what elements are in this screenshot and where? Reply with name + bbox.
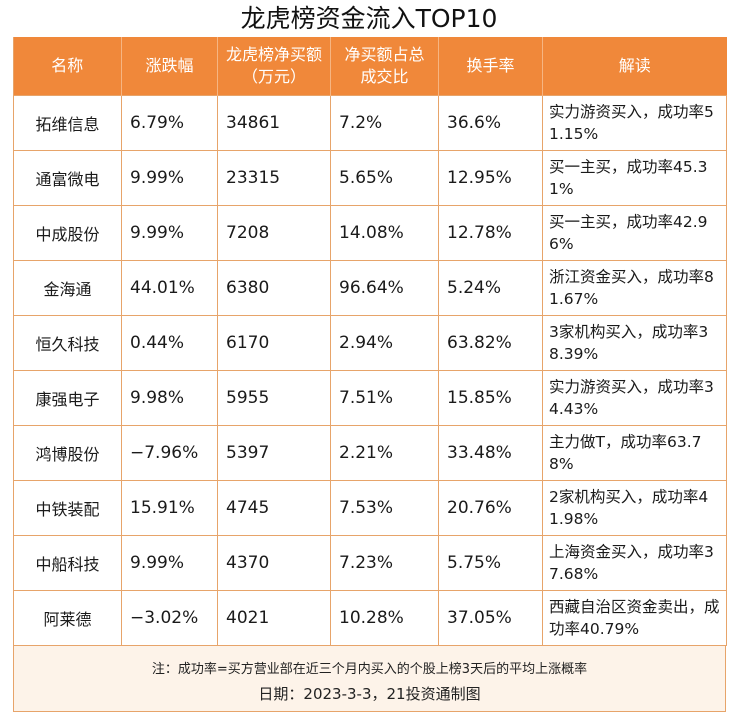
cell-change: −3.02%	[121, 590, 218, 646]
cell-name: 恒久科技	[13, 315, 122, 371]
cell-name: 中成股份	[13, 205, 122, 261]
cell-ratio: 2.94%	[330, 315, 439, 371]
cell-net-buy: 6170	[217, 315, 331, 371]
cell-note: 实力游资买入，成功率51.15%	[542, 95, 727, 151]
cell-change: 9.98%	[121, 370, 218, 426]
table-row: 金海通 44.01% 6380 96.64% 5.24% 浙江资金买入，成功率81.67%	[13, 260, 727, 316]
cell-turnover: 36.6%	[438, 95, 543, 151]
header-turnover: 换手率	[438, 37, 543, 96]
cell-note: 上海资金买入，成功率37.68%	[542, 535, 727, 591]
dragon-tiger-table: 名称 涨跌幅 龙虎榜净买额（万元） 净买额占总成交比 换手率 解读 拓维信息 6.…	[13, 37, 727, 646]
cell-ratio: 5.65%	[330, 150, 439, 206]
header-note: 解读	[542, 37, 727, 96]
cell-note: 2家机构买入，成功率41.98%	[542, 480, 727, 536]
cell-net-buy: 5397	[217, 425, 331, 481]
cell-turnover: 5.75%	[438, 535, 543, 591]
cell-turnover: 5.24%	[438, 260, 543, 316]
table-row: 中成股份 9.99% 7208 14.08% 12.78% 买一主买，成功率42.96%	[13, 205, 727, 261]
cell-ratio: 2.21%	[330, 425, 439, 481]
cell-change: 9.99%	[121, 535, 218, 591]
cell-note: 西藏自治区资金卖出，成功率40.79%	[542, 590, 727, 646]
cell-turnover: 37.05%	[438, 590, 543, 646]
cell-change: 6.79%	[121, 95, 218, 151]
cell-ratio: 7.2%	[330, 95, 439, 151]
cell-name: 阿莱德	[13, 590, 122, 646]
cell-note: 实力游资买入，成功率34.43%	[542, 370, 727, 426]
cell-note: 买一主买，成功率45.31%	[542, 150, 727, 206]
cell-turnover: 63.82%	[438, 315, 543, 371]
cell-change: 15.91%	[121, 480, 218, 536]
cell-net-buy: 4370	[217, 535, 331, 591]
cell-change: −7.96%	[121, 425, 218, 481]
cell-name: 鸿博股份	[13, 425, 122, 481]
cell-net-buy: 4745	[217, 480, 331, 536]
table-row: 通富微电 9.99% 23315 5.65% 12.95% 买一主买，成功率45.31%	[13, 150, 727, 206]
table-row: 鸿博股份 −7.96% 5397 2.21% 33.48% 主力做T，成功率63.78%	[13, 425, 727, 481]
cell-name: 金海通	[13, 260, 122, 316]
header-name: 名称	[13, 37, 122, 96]
footnote: 注：成功率=买方营业部在近三个月内买入的个股上榜3天后的平均上涨概率	[151, 662, 588, 677]
cell-net-buy: 6380	[217, 260, 331, 316]
header-row: 名称 涨跌幅 龙虎榜净买额（万元） 净买额占总成交比 换手率 解读	[13, 37, 727, 96]
cell-ratio: 14.08%	[330, 205, 439, 261]
cell-change: 0.44%	[121, 315, 218, 371]
cell-name: 通富微电	[13, 150, 122, 206]
cell-change: 44.01%	[121, 260, 218, 316]
cell-change: 9.99%	[121, 205, 218, 261]
cell-note: 买一主买，成功率42.96%	[542, 205, 727, 261]
cell-name: 拓维信息	[13, 95, 122, 151]
cell-ratio: 10.28%	[330, 590, 439, 646]
page-title: 龙虎榜资金流入TOP10	[240, 4, 498, 33]
table-row: 拓维信息 6.79% 34861 7.2% 36.6% 实力游资买入，成功率51.15%	[13, 95, 727, 151]
cell-name: 康强电子	[13, 370, 122, 426]
cell-ratio: 96.64%	[330, 260, 439, 316]
cell-net-buy: 23315	[217, 150, 331, 206]
cell-name: 中铁装配	[13, 480, 122, 536]
cell-note: 3家机构买入，成功率38.39%	[542, 315, 727, 371]
cell-net-buy: 5955	[217, 370, 331, 426]
table-row: 中铁装配 15.91% 4745 7.53% 20.76% 2家机构买入，成功率41.98…	[13, 480, 727, 536]
table-row: 康强电子 9.98% 5955 7.51% 15.85% 实力游资买入，成功率34.43%	[13, 370, 727, 426]
cell-net-buy: 7208	[217, 205, 331, 261]
header-ratio: 净买额占总成交比	[330, 37, 439, 96]
cell-ratio: 7.23%	[330, 535, 439, 591]
header-change: 涨跌幅	[121, 37, 218, 96]
table-row: 恒久科技 0.44% 6170 2.94% 63.82% 3家机构买入，成功率38.39%	[13, 315, 727, 371]
table-row: 中船科技 9.99% 4370 7.23% 5.75% 上海资金买入，成功率37.68%	[13, 535, 727, 591]
cell-turnover: 15.85%	[438, 370, 543, 426]
cell-note: 主力做T，成功率63.78%	[542, 425, 727, 481]
cell-name: 中船科技	[13, 535, 122, 591]
cell-ratio: 7.53%	[330, 480, 439, 536]
cell-turnover: 20.76%	[438, 480, 543, 536]
cell-net-buy: 34861	[217, 95, 331, 151]
table-row: 阿莱德 −3.02% 4021 10.28% 37.05% 西藏自治区资金卖出，成功率40…	[13, 590, 727, 646]
cell-turnover: 12.78%	[438, 205, 543, 261]
cell-note: 浙江资金买入，成功率81.67%	[542, 260, 727, 316]
date-line: 日期：2023-3-3，21投资通制图	[258, 685, 481, 703]
cell-turnover: 33.48%	[438, 425, 543, 481]
header-net-buy: 龙虎榜净买额（万元）	[217, 37, 331, 96]
cell-ratio: 7.51%	[330, 370, 439, 426]
cell-turnover: 12.95%	[438, 150, 543, 206]
cell-net-buy: 4021	[217, 590, 331, 646]
cell-change: 9.99%	[121, 150, 218, 206]
